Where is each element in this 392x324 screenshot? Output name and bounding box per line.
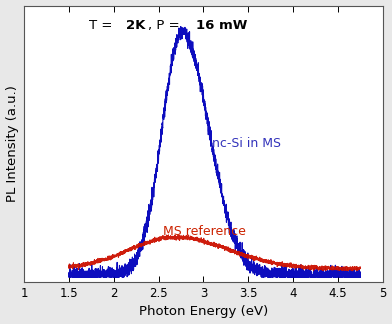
X-axis label: Photon Energy (eV): Photon Energy (eV) (139, 306, 268, 318)
Text: MS reference: MS reference (163, 225, 246, 237)
Y-axis label: PL Intensity (a.u.): PL Intensity (a.u.) (5, 85, 18, 202)
Text: , P =: , P = (148, 19, 184, 32)
Text: nc-Si in MS: nc-Si in MS (212, 137, 281, 150)
Text: T =: T = (89, 19, 116, 32)
Text: 16 mW: 16 mW (196, 19, 248, 32)
Text: 2K: 2K (126, 19, 146, 32)
